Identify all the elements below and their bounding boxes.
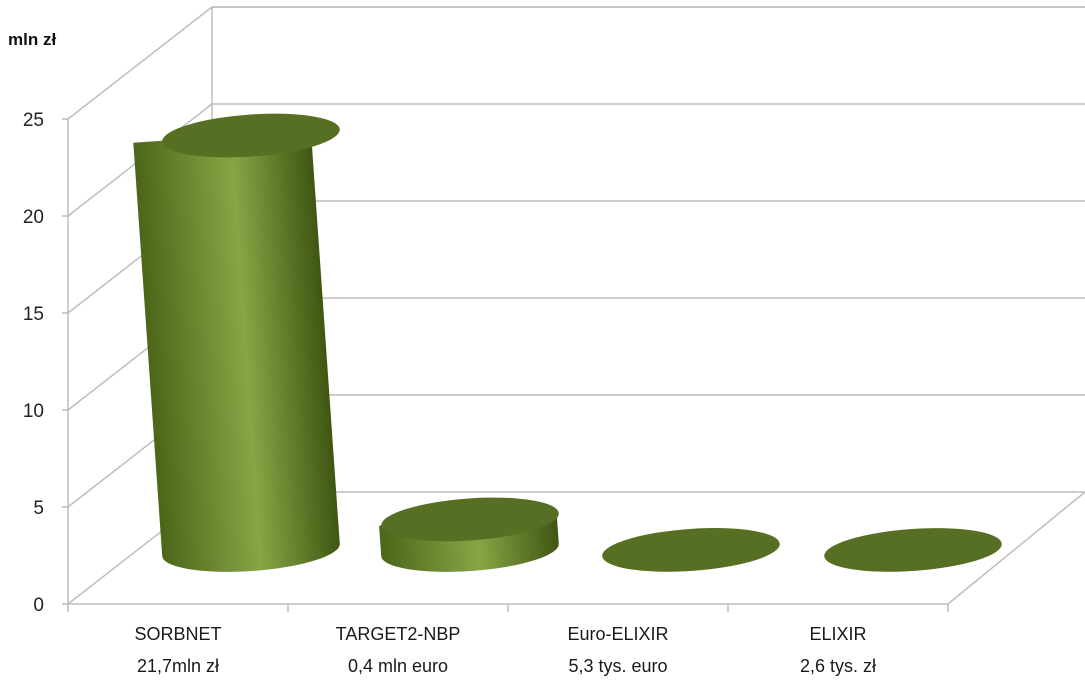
category-sublabel: 5,3 tys. euro [568, 656, 667, 676]
category-sublabel: 21,7mln zł [137, 656, 219, 676]
bar-euro-elixir [602, 528, 780, 572]
category-label: SORBNET [134, 624, 221, 644]
category-label: TARGET2-NBP [336, 624, 461, 644]
bar-target2-nbp [379, 497, 559, 572]
y-tick-labels: 0 5 10 15 20 25 [23, 110, 44, 616]
y-tick-label: 10 [23, 401, 44, 422]
floor-right-edge [947, 491, 1085, 605]
bar-body [133, 130, 340, 572]
bar-elixir [824, 528, 1002, 572]
y-tick-label: 5 [33, 498, 44, 519]
y-tick-label: 20 [23, 207, 44, 228]
y-axis-unit-label: mln zł [8, 30, 56, 49]
y-tick-label: 25 [23, 110, 44, 131]
bars [133, 113, 1002, 572]
gridline-side [67, 6, 213, 120]
bar-sorbnet [133, 113, 340, 572]
bar-top [824, 528, 1002, 572]
bar-top [602, 528, 780, 572]
x-category-labels: SORBNET 21,7mln zł TARGET2-NBP 0,4 mln euro… [134, 624, 876, 676]
category-sublabel: 2,6 tys. zł [800, 656, 876, 676]
category-label: Euro-ELIXIR [567, 624, 668, 644]
y-tick-label: 15 [23, 304, 44, 325]
category-label: ELIXIR [809, 624, 866, 644]
bar-top [381, 497, 559, 542]
bar-top [162, 113, 340, 158]
y-tick-label: 0 [33, 595, 44, 616]
category-sublabel: 0,4 mln euro [348, 656, 448, 676]
